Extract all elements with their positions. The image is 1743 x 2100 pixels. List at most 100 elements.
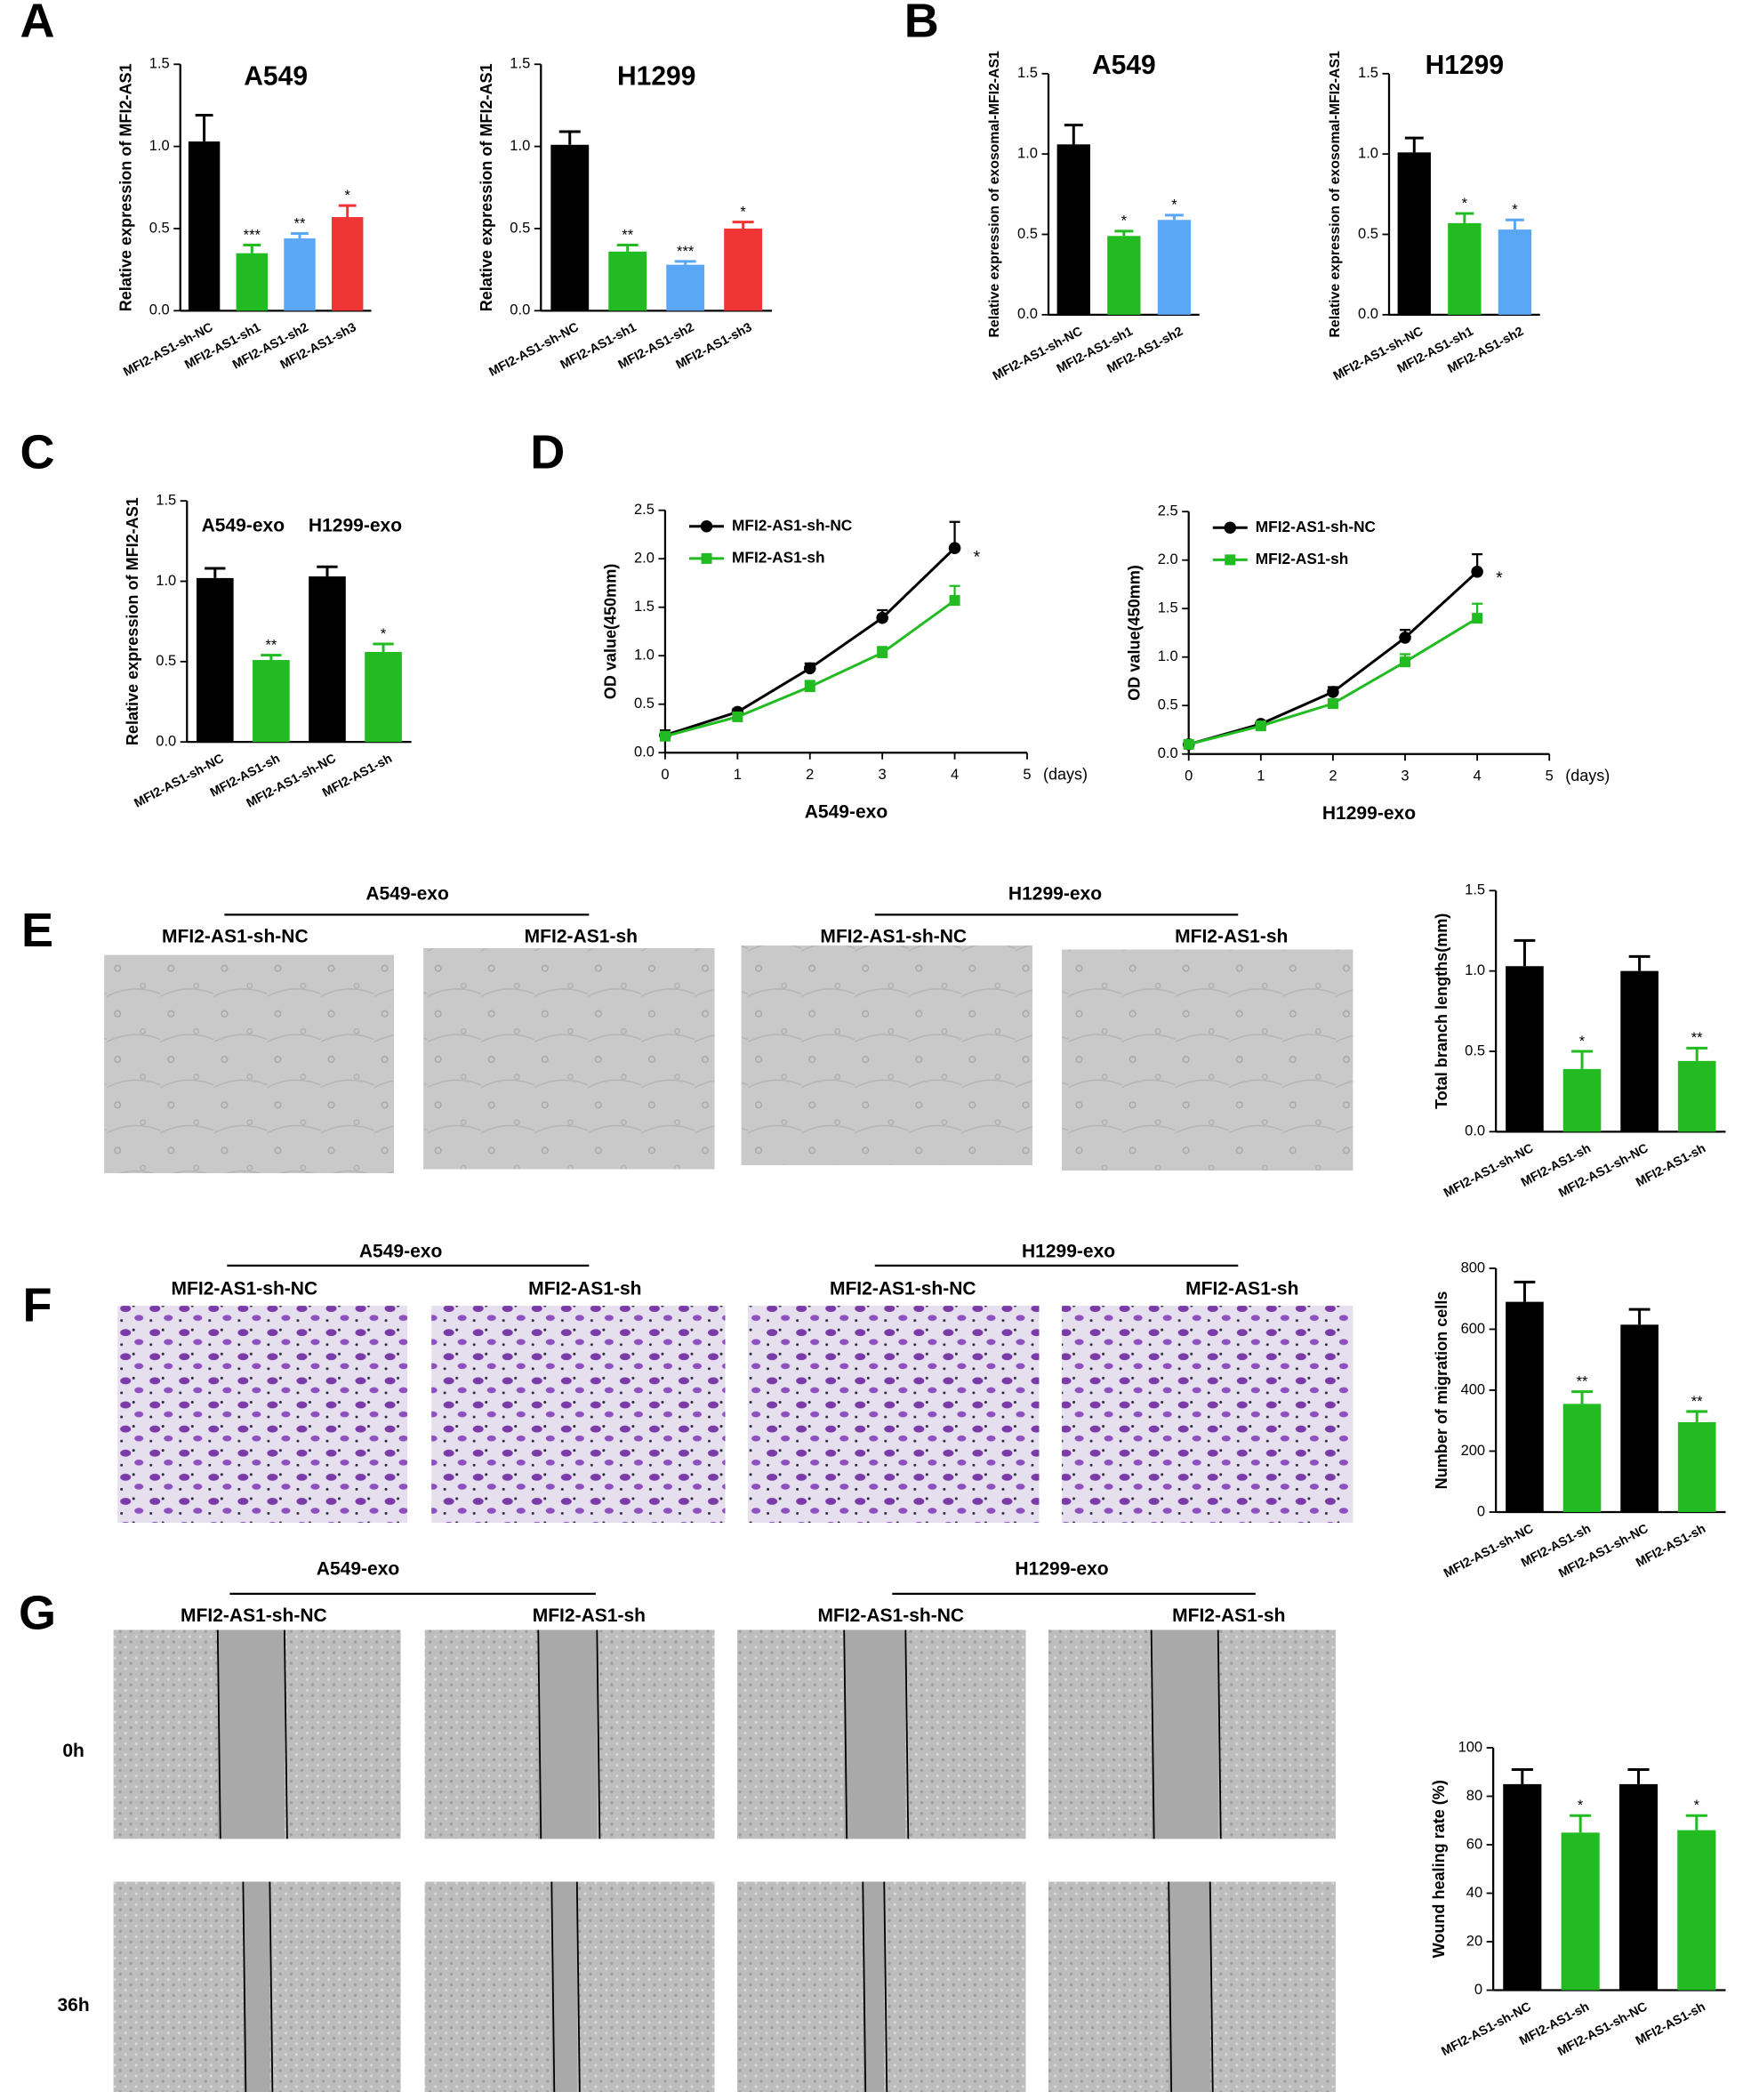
y-tick-label: 1.0 [634,647,655,664]
wound-gap [217,1629,285,1839]
significance-label: * [1578,1797,1584,1814]
point [1399,632,1411,644]
bar [1107,236,1141,315]
significance-label: * [1512,201,1518,218]
error-bar [558,130,581,145]
column-label: MFI2-AS1-sh-NC [817,1605,964,1626]
x-tick-label: 1 [734,766,742,783]
error-bar [1404,136,1424,153]
error-bar [1164,213,1184,221]
wound-edge [883,1881,888,2092]
error-bar [1571,1390,1593,1404]
point [659,730,671,742]
y-tick-label: 20 [1466,1932,1482,1949]
wound-edge [1209,1881,1214,2092]
y-tick-label: 1.0 [149,137,170,154]
wound-edge [537,1629,542,1839]
significance-label: *** [677,243,695,260]
y-tick-label: 1.5 [1017,64,1038,81]
significance-label: *** [244,226,261,243]
y-axis-label: Relative expression of MFI2-AS1 [478,63,495,311]
y-tick-label: 100 [1458,1738,1483,1755]
y-tick-label: 0.0 [510,302,530,318]
x-tick-label: MFI2-AS1-sh-NC [1442,1522,1536,1581]
error-bar [1455,212,1474,223]
bar [1448,222,1482,315]
y-tick-label: 2.0 [634,550,655,567]
column-label: MFI2-AS1-sh-NC [820,927,967,947]
y-tick-label: 0.5 [1158,696,1178,713]
legend-label: MFI2-AS1-sh [1256,550,1349,567]
error-bar [1064,124,1083,145]
error-bar [1628,1307,1651,1325]
column-label: MFI2-AS1-sh [533,1605,646,1626]
bar [309,576,346,743]
point [1183,738,1194,750]
error-bar [195,114,213,142]
y-tick-label: 1.0 [510,137,530,154]
legend-label: MFI2-AS1-sh-NC [732,516,852,534]
error-bar [338,204,357,218]
y-tick-label: 1.5 [634,598,655,615]
bar [1506,966,1544,1132]
error-bar [1570,1814,1592,1833]
y-tick-label: 0.0 [149,302,170,318]
y-tick-label: 1.5 [510,55,530,72]
x-tick-label: 4 [951,766,959,783]
error-bar [317,565,338,577]
significance-label: * [344,187,350,204]
micrograph [431,1306,726,1524]
x-tick-label: 1 [1257,768,1265,784]
y-tick-label: 1.0 [1158,648,1178,664]
panel-letter: D [530,425,565,479]
error-bar [1685,1814,1707,1830]
column-label: MFI2-AS1-sh-NC [181,1605,327,1626]
point [949,595,960,607]
wound-edge [862,1881,867,2092]
x-tick-label: 2 [1329,768,1337,784]
bar [1157,220,1192,315]
bar [1561,1832,1600,1991]
bar [188,141,221,311]
bar [1618,1783,1659,1991]
y-tick-label: 0.0 [634,744,655,760]
series-line [664,547,956,737]
significance-label: ** [294,214,306,231]
panel-letter: G [19,1587,56,1640]
micrograph [423,948,715,1170]
column-label: MFI2-AS1-sh [525,927,638,947]
y-tick-label: 60 [1466,1835,1482,1852]
point [1472,613,1483,624]
group-label: H1299-exo [1022,1241,1115,1261]
error-bar [732,221,754,229]
bar [236,253,269,311]
x-tick-label: MFI2-AS1-sh-NC [1442,1141,1536,1201]
significance-label: * [974,548,981,567]
error-bar [1505,218,1524,230]
x-tick-label: 4 [1474,768,1482,784]
y-axis-label: OD value(450mm) [1125,565,1143,701]
point [804,662,816,675]
y-tick-label: 400 [1461,1380,1486,1397]
legend-label: MFI2-AS1-sh-NC [1256,518,1376,535]
bar [1506,1301,1544,1512]
y-tick-label: 0.5 [156,652,176,669]
x-tick-label: MFI2-AS1-sh-NC [132,752,226,811]
point [1471,566,1483,578]
y-tick-label: 1.5 [1158,599,1178,616]
significance-label: * [1579,1033,1586,1050]
y-tick-label: 1.5 [156,492,176,509]
wound-edge [1168,1881,1173,2092]
wound-gap [243,1881,270,2092]
wound-gap [844,1629,906,1839]
x-tick-label: 3 [879,766,887,783]
bar [1503,1783,1542,1991]
y-tick-label: 0.5 [1017,225,1038,242]
bar [1677,1060,1716,1132]
x-axis-label: A549-exo [805,802,888,823]
bar [365,651,402,743]
y-tick-label: 0.5 [1465,1042,1485,1058]
x-tick-label: 5 [1546,768,1554,784]
error-bar [243,243,261,253]
panel-letter: F [23,1278,52,1332]
